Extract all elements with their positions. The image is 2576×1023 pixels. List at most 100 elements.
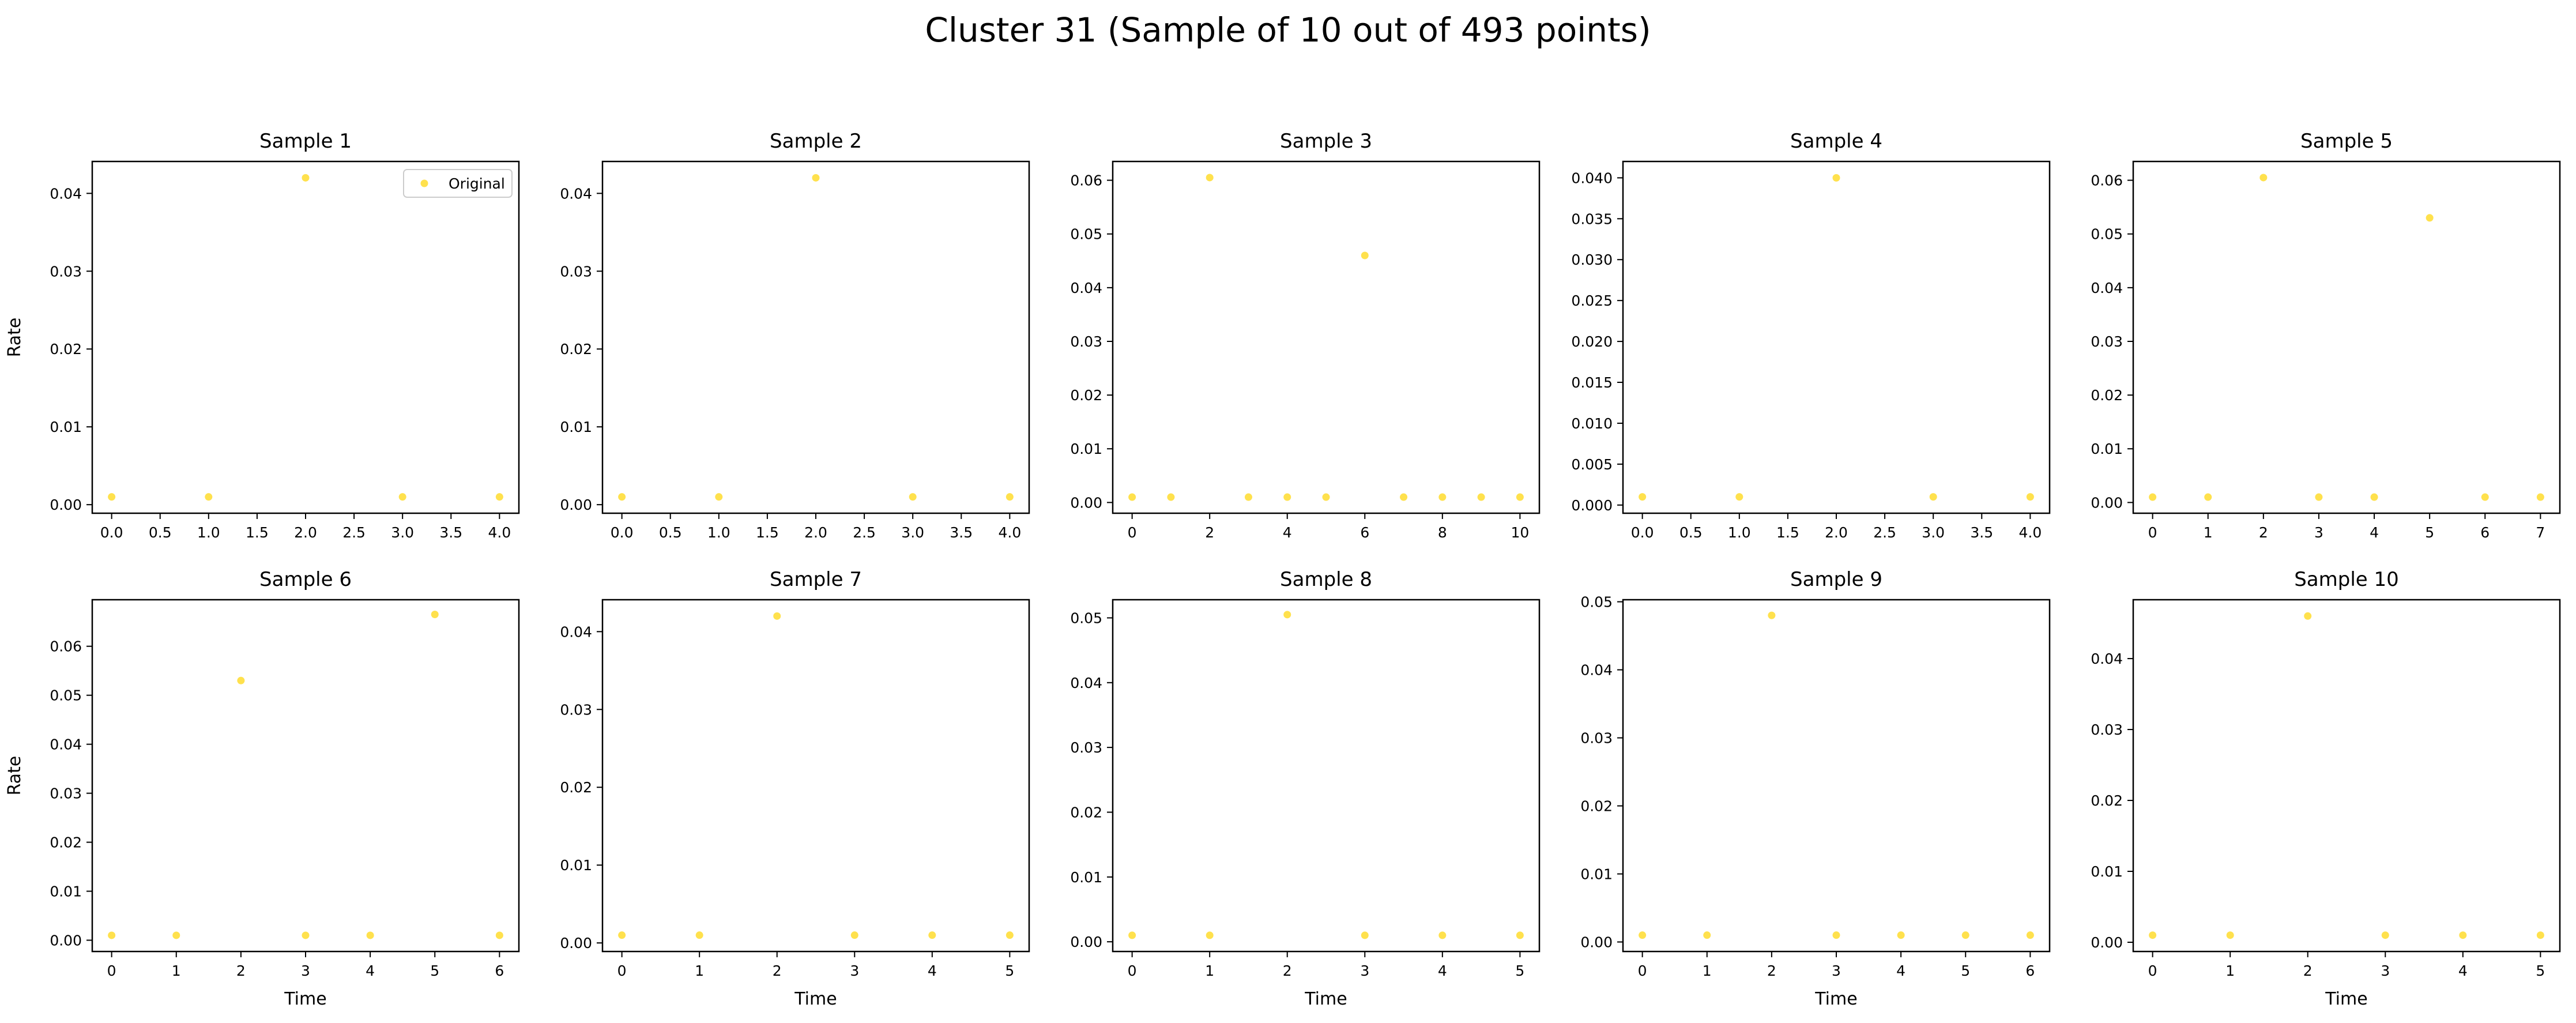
x-tick-label: 3.0	[1922, 524, 1945, 541]
axes-frame	[1112, 599, 1541, 953]
data-point	[108, 493, 116, 501]
subplot-title: Sample 1	[259, 130, 352, 153]
x-tick-label: 7	[2536, 524, 2545, 541]
x-tick-label: 4	[1896, 962, 1905, 979]
data-point	[850, 931, 858, 939]
y-tick-label: 0.02	[2091, 387, 2123, 404]
data-point	[1832, 931, 1840, 939]
data-point	[2381, 931, 2389, 939]
data-point	[302, 174, 310, 182]
x-tick-label: 3	[2381, 962, 2390, 979]
x-tick-label: 3.5	[950, 524, 973, 541]
x-tick-label: 4.0	[2018, 524, 2042, 541]
x-tick-label: 2	[1767, 962, 1776, 979]
y-tick-label: 0.005	[1571, 456, 1613, 473]
x-tick-label: 4	[2370, 524, 2379, 541]
x-tick-label: 5	[1515, 962, 1524, 979]
x-tick-label: 4.0	[998, 524, 1021, 541]
x-tick-label: 1	[2225, 962, 2235, 979]
x-axis-label: Time	[2325, 989, 2367, 1009]
subplot-title: Sample 6	[259, 568, 352, 591]
legend-marker	[420, 179, 428, 187]
data-point	[1361, 251, 1369, 259]
data-point	[2481, 493, 2489, 501]
subplot-9: Sample 9 0 1 2 3 4 5 6 0.00 0.01 0.02 0.03 0.04 0.05 T…	[1580, 568, 2051, 1009]
x-tick-label: 1	[172, 962, 181, 979]
legend-box	[403, 169, 513, 198]
y-tick-label: 0.01	[50, 883, 82, 900]
subplot-1: Sample 1 0.0 0.5 1.0 1.5 2.0 2.5 3.0 3.5 4.0 0.00 0…	[5, 130, 520, 541]
x-tick-label: 3	[301, 962, 310, 979]
x-tick-label: 0	[1638, 962, 1647, 979]
data-point	[1735, 493, 1743, 501]
data-point	[1400, 493, 1408, 501]
y-tick-label: 0.04	[2091, 650, 2123, 667]
axes-frame	[601, 160, 1030, 514]
subplot-title: Sample 7	[770, 568, 862, 591]
y-tick-label: 0.01	[50, 419, 82, 435]
x-tick-label: 6	[1360, 524, 1369, 541]
subplot-5: Sample 5 0 1 2 3 4 5 6 7 0.00 0.01 0.02 0.03 0.04 0.05…	[2091, 130, 2561, 541]
x-tick-label: 0.0	[611, 524, 634, 541]
data-point	[1128, 931, 1136, 939]
legend-entry: Original	[449, 175, 505, 192]
y-tick-label: 0.040	[1571, 170, 1613, 186]
data-point	[715, 493, 723, 501]
x-tick-label: 0.0	[1631, 524, 1654, 541]
x-tick-label: 2.5	[1873, 524, 1896, 541]
y-tick-label: 0.05	[1070, 226, 1102, 243]
data-point	[1005, 931, 1014, 939]
y-tick-label: 0.01	[2091, 441, 2123, 457]
y-tick-label: 0.015	[1571, 374, 1613, 391]
subplot-title: Sample 8	[1280, 568, 1372, 591]
x-tick-label: 2.5	[342, 524, 366, 541]
x-tick-label: 10	[1511, 524, 1529, 541]
x-tick-label: 4	[2458, 962, 2468, 979]
y-tick-label: 0.00	[560, 497, 592, 513]
data-point	[909, 493, 917, 501]
data-point	[1167, 493, 1175, 501]
y-tick-label: 0.02	[560, 779, 592, 796]
x-tick-label: 5	[1961, 962, 1970, 979]
y-tick-label: 0.03	[1580, 730, 1613, 747]
x-tick-label: 2	[1205, 524, 1214, 541]
y-tick-label: 0.00	[560, 935, 592, 951]
x-tick-label: 3	[1360, 962, 1369, 979]
y-tick-label: 0.02	[1580, 798, 1613, 815]
y-tick-label: 0.01	[1580, 866, 1613, 882]
data-point	[2370, 493, 2378, 501]
y-tick-label: 0.04	[560, 185, 592, 202]
x-tick-label: 1.5	[756, 524, 779, 541]
x-tick-label: 0	[1128, 524, 1137, 541]
subplot-title: Sample 3	[1280, 130, 1372, 153]
x-tick-label: 5	[2536, 962, 2545, 979]
subplot-4: Sample 4 0.0 0.5 1.0 1.5 2.0 2.5 3.0 3.5 4.0 0.000…	[1571, 130, 2051, 541]
data-point	[2536, 931, 2544, 939]
x-tick-label: 1.0	[1728, 524, 1751, 541]
x-tick-label: 3.5	[439, 524, 462, 541]
data-point	[1477, 493, 1485, 501]
axes-frame	[1622, 160, 2051, 514]
y-tick-label: 0.03	[2091, 721, 2123, 738]
subplot-3: Sample 3 0 2 4 6 8 10 0.00 0.01 0.02 0.03 0.04 0.05 0…	[1070, 130, 1541, 541]
figure-title: Cluster 31 (Sample of 10 out of 493 poin…	[925, 10, 1651, 50]
y-tick-label: 0.05	[50, 687, 82, 704]
data-point	[172, 931, 180, 939]
y-tick-label: 0.04	[1580, 662, 1613, 679]
data-point	[1832, 174, 1840, 182]
data-point	[2149, 493, 2157, 501]
y-tick-label: 0.02	[2091, 792, 2123, 809]
x-tick-label: 3	[2314, 524, 2323, 541]
y-tick-label: 0.00	[50, 497, 82, 513]
x-tick-label: 0	[2148, 962, 2157, 979]
x-tick-label: 0	[2148, 524, 2157, 541]
subplot-title: Sample 5	[2300, 130, 2393, 153]
axes-frame	[2132, 599, 2561, 953]
y-tick-label: 0.01	[560, 857, 592, 874]
data-point	[1438, 493, 1447, 501]
data-point	[695, 931, 703, 939]
axes-frame	[91, 599, 520, 953]
data-point	[495, 931, 503, 939]
y-tick-label: 0.02	[50, 341, 82, 358]
x-tick-label: 1	[2204, 524, 2213, 541]
